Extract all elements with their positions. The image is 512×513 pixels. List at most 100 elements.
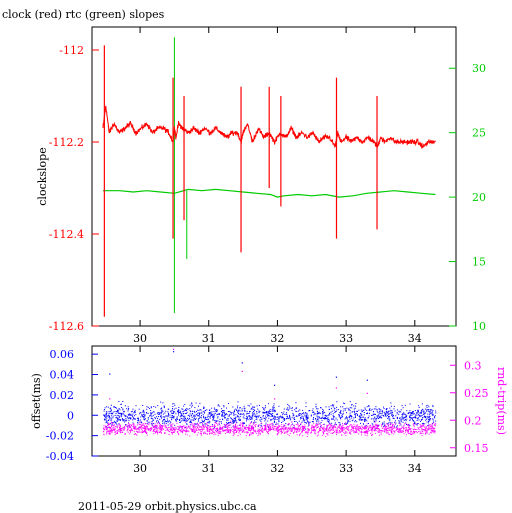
- scatter-point: [235, 432, 237, 433]
- scatter-point: [281, 423, 283, 425]
- scatter-point: [252, 406, 254, 408]
- scatter-point: [294, 421, 295, 422]
- scatter-point: [157, 417, 158, 419]
- scatter-point: [327, 416, 329, 418]
- scatter-point: [284, 431, 286, 433]
- scatter-point: [239, 427, 241, 429]
- scatter-point: [382, 424, 384, 426]
- scatter-point: [137, 418, 139, 420]
- scatter-point: [365, 419, 367, 421]
- scatter-point: [299, 409, 301, 411]
- scatter-point: [366, 425, 368, 427]
- scatter-point: [410, 417, 412, 419]
- scatter-point: [203, 417, 205, 419]
- scatter-point: [340, 411, 342, 412]
- scatter-point: [302, 418, 304, 420]
- scatter-point: [316, 419, 318, 421]
- scatter-point: [106, 412, 107, 414]
- scatter-point: [194, 432, 196, 434]
- scatter-point: [256, 413, 258, 415]
- scatter-point: [160, 428, 161, 430]
- scatter-point: [186, 424, 188, 426]
- scatter-point: [265, 426, 267, 428]
- scatter-point: [336, 409, 338, 411]
- scatter-point: [338, 424, 340, 426]
- scatter-point: [355, 431, 356, 433]
- scatter-point: [135, 405, 137, 407]
- scatter-point: [232, 425, 234, 427]
- scatter-point: [291, 410, 293, 412]
- scatter-point: [389, 429, 391, 431]
- scatter-point: [390, 422, 392, 424]
- scatter-point: [129, 429, 131, 431]
- scatter-point: [255, 415, 257, 417]
- scatter-point: [299, 414, 301, 416]
- scatter-point: [109, 427, 111, 428]
- scatter-point: [258, 431, 260, 433]
- scatter-point: [379, 429, 381, 431]
- scatter-point: [173, 411, 175, 413]
- scatter-point: [305, 417, 307, 418]
- scatter-point: [361, 411, 363, 413]
- scatter-point: [193, 414, 195, 416]
- scatter-point: [383, 425, 385, 427]
- scatter-point: [399, 430, 401, 432]
- scatter-point: [180, 430, 182, 432]
- scatter-point: [285, 430, 287, 432]
- scatter-point: [143, 409, 145, 411]
- scatter-point: [362, 409, 364, 411]
- scatter-point: [421, 434, 423, 436]
- scatter-point: [239, 407, 241, 409]
- scatter-point: [268, 411, 270, 413]
- scatter-point: [143, 431, 145, 433]
- scatter-point: [291, 407, 293, 409]
- scatter-point: [251, 432, 253, 433]
- scatter-point: [206, 433, 208, 435]
- scatter-point: [397, 431, 399, 433]
- scatter-point: [108, 424, 109, 426]
- scatter-point: [122, 420, 124, 422]
- scatter-point: [273, 416, 275, 418]
- scatter-point: [279, 416, 281, 418]
- scatter-point: [212, 413, 214, 415]
- scatter-point: [178, 412, 179, 414]
- scatter-point: [160, 414, 162, 416]
- scatter-point: [198, 412, 200, 414]
- scatter-point: [312, 427, 314, 429]
- scatter-point: [124, 433, 126, 435]
- scatter-point: [244, 428, 246, 430]
- scatter-point: [234, 426, 236, 428]
- scatter-point: [128, 419, 130, 421]
- scatter-point: [246, 418, 248, 420]
- scatter-point: [433, 424, 435, 426]
- scatter-point: [412, 413, 414, 415]
- scatter-point: [305, 422, 307, 423]
- scatter-point: [383, 427, 385, 429]
- scatter-point: [156, 416, 158, 418]
- scatter-point: [199, 422, 201, 424]
- scatter-point: [392, 413, 393, 415]
- scatter-point: [217, 405, 219, 407]
- scatter-point: [213, 425, 215, 427]
- scatter-point: [264, 427, 266, 429]
- scatter-point: [368, 409, 370, 411]
- scatter-point: [144, 415, 146, 416]
- scatter-point: [260, 416, 262, 418]
- scatter-point: [226, 429, 228, 431]
- scatter-point: [207, 429, 209, 431]
- scatter-point: [119, 419, 121, 421]
- scatter-point: [119, 427, 121, 429]
- scatter-point: [272, 428, 274, 430]
- scatter-point: [433, 428, 435, 430]
- scatter-point: [317, 432, 319, 434]
- scatter-point: [419, 432, 421, 434]
- scatter-point: [412, 417, 414, 419]
- scatter-point: [287, 403, 289, 405]
- scatter-point: [298, 415, 300, 417]
- scatter-point: [364, 419, 366, 421]
- scatter-point: [161, 416, 163, 418]
- scatter-point: [321, 420, 323, 422]
- scatter-point: [164, 422, 166, 424]
- scatter-point: [286, 430, 288, 432]
- scatter-point: [238, 419, 240, 421]
